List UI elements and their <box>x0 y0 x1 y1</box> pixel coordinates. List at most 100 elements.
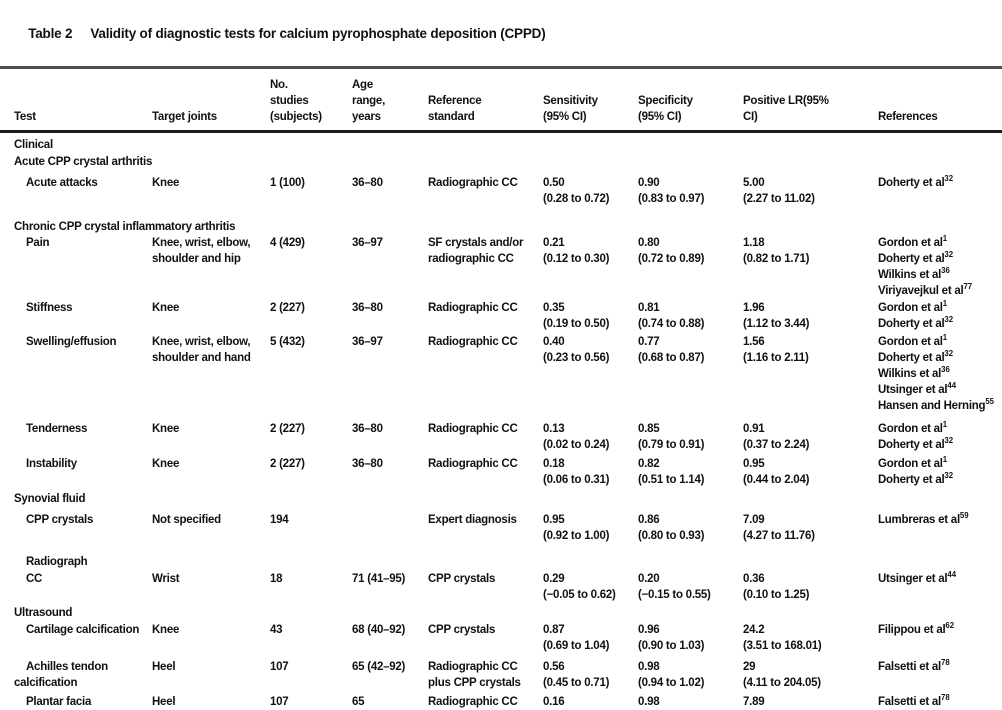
cell-target_joints: Knee <box>152 624 180 636</box>
cell-target_joints: Knee <box>152 423 180 435</box>
section-row: Chronic CPP crystal inflammatory arthrit… <box>14 219 992 235</box>
cell-test: Instability <box>26 458 77 470</box>
cell-test: Stiffness <box>26 302 73 314</box>
cell-no_studies: 5 (432) <box>270 336 305 348</box>
table-row: Plantar facia calcification Heel 107 65 (42… <box>14 694 992 710</box>
cell-age_range: 36–97 <box>352 237 383 249</box>
reference-item: Doherty et al32 <box>878 349 954 364</box>
cell-no_studies: 194 <box>270 514 289 526</box>
cell-positive_lr: 5.00 (2.27 to 11.02) <box>743 177 815 205</box>
reference-superscript: 62 <box>945 621 955 631</box>
reference-item: Filippou et al62 <box>878 621 955 636</box>
cell-target_joints: Knee, wrist, elbow, shoulder and hip <box>152 237 251 265</box>
cell-reference_standard: Radiographic CC <box>428 336 518 348</box>
table-row: Instability Knee 2 (227) 36–80 Radiographic … <box>14 456 992 488</box>
reference-superscript: 44 <box>947 381 957 391</box>
reference-item: Doherty et al32 <box>878 174 954 189</box>
cell-sensitivity: 0.35 (0.19 to 0.50) <box>543 302 610 330</box>
table-header-row: Test Target joints No. studies (subjects) A… <box>14 69 992 130</box>
cell-references: Falsetti et al78 <box>878 694 992 710</box>
table-row: Swelling/effusion Knee, wrist, elbow, sho… <box>14 334 994 414</box>
table-caption: Validity of diagnostic tests for calcium… <box>90 26 546 41</box>
cell-reference_standard: Radiographic CC plus CPP crystals <box>428 661 521 689</box>
table-row: Stiffness Knee 2 (227) 36–80 Radiographic CC… <box>14 300 992 332</box>
reference-item: Doherty et al32 <box>878 436 954 451</box>
reference-item: Hansen and Herning55 <box>878 397 995 412</box>
cell-specificity: 0.81 (0.74 to 0.88) <box>638 302 705 330</box>
cell-age_range: 36–80 <box>352 423 383 435</box>
cell-references: Gordon et al1 Doherty et al32 <box>878 456 992 488</box>
reference-superscript: 78 <box>940 658 950 668</box>
section-label: Ultrasound <box>14 607 73 619</box>
column-header-test: Test <box>14 111 36 123</box>
reference-item: Doherty et al32 <box>878 471 954 486</box>
cell-positive_lr: 1.18 (0.82 to 1.71) <box>743 237 810 265</box>
reference-superscript: 1 <box>942 299 948 309</box>
cell-specificity: 0.96 (0.90 to 1.03) <box>638 624 705 652</box>
reference-item: Gordon et al1 <box>878 299 948 314</box>
column-header-reference_standard: Reference standard <box>428 95 482 123</box>
cell-positive_lr: 1.56 (1.16 to 2.11) <box>743 336 809 364</box>
cell-references: Gordon et al1 Doherty et al32 <box>878 300 992 332</box>
cell-target_joints: Wrist <box>152 573 180 585</box>
reference-superscript: 55 <box>985 397 995 407</box>
reference-item: Wilkins et al36 <box>878 365 950 380</box>
section-row: Synovial fluid <box>14 491 992 507</box>
cell-reference_standard: CPP crystals <box>428 573 496 585</box>
table-body: Clinical Acute CPP crystal arthritis Acute… <box>14 137 994 710</box>
reference-superscript: 1 <box>942 234 948 244</box>
cell-references: Gordon et al1 Doherty et al32 Wilkins et a… <box>878 334 994 414</box>
table-row: Achilles tendon calcification Heel 107 65 (… <box>14 659 992 691</box>
column-header-positive_lr: Positive LR(95% CI) <box>743 95 829 123</box>
table-row: Pain Knee, wrist, elbow, shoulder and hip… <box>14 235 992 299</box>
table-row: Tenderness Knee 2 (227) 36–80 Radiographic C… <box>14 421 992 453</box>
cell-reference_standard: Radiographic CC <box>428 423 518 435</box>
reference-superscript: 32 <box>944 471 954 481</box>
cell-target_joints: Knee <box>152 458 180 470</box>
cell-test: CPP crystals <box>26 514 94 526</box>
cell-age_range: 68 (40–92) <box>352 624 406 636</box>
cell-positive_lr: 1.96 (1.12 to 3.44) <box>743 302 810 330</box>
cell-positive_lr: 0.36 (0.10 to 1.25) <box>743 573 810 601</box>
reference-superscript: 77 <box>963 282 973 292</box>
cell-sensitivity: 0.40 (0.23 to 0.56) <box>543 336 610 364</box>
cell-no_studies: 1 (100) <box>270 177 305 189</box>
cell-test: Acute attacks <box>26 177 98 189</box>
table-row: CPP crystals Not specified 194 Expert diagn… <box>14 512 992 544</box>
cell-sensitivity: 0.29 (−0.05 to 0.62) <box>543 573 616 601</box>
cell-sensitivity: 0.50 (0.28 to 0.72) <box>543 177 610 205</box>
cell-test: Plantar facia calcification <box>26 696 92 708</box>
cell-sensitivity: 0.56 (0.45 to 0.71) <box>543 661 610 689</box>
cell-no_studies: 2 (227) <box>270 458 305 470</box>
reference-item: Doherty et al32 <box>878 250 954 265</box>
header-divider <box>0 130 1002 133</box>
cell-test: Swelling/effusion <box>26 336 117 348</box>
cell-reference_standard: SF crystals and/or radiographic CC <box>428 237 524 265</box>
reference-superscript: 32 <box>944 250 954 260</box>
cell-reference_standard: Radiographic CC <box>428 302 518 314</box>
cell-specificity: 0.98 (0.94 to 1.02) <box>638 661 705 689</box>
reference-item: Doherty et al32 <box>878 315 954 330</box>
cell-target_joints: Knee, wrist, elbow, shoulder and hand <box>152 336 251 364</box>
cell-reference_standard: Radiographic CC <box>428 177 518 189</box>
column-header-sensitivity: Sensitivity (95% CI) <box>543 95 598 123</box>
section-label: Acute CPP crystal arthritis <box>14 156 153 168</box>
column-header-target_joints: Target joints <box>152 111 217 123</box>
cell-specificity: 0.98 (0.94 to 1.02) <box>638 696 660 708</box>
cell-test: Cartilage calcification <box>26 624 140 636</box>
cell-references: Utsinger et al44 <box>878 571 992 587</box>
cell-no_studies: 2 (227) <box>270 302 305 314</box>
cell-test: Pain <box>26 237 50 249</box>
cell-sensitivity: 0.13 (0.02 to 0.24) <box>543 423 610 451</box>
reference-item: Wilkins et al36 <box>878 266 950 281</box>
cell-sensitivity: 0.16 (0.06 to 0.25) <box>543 696 565 708</box>
section-label: Synovial fluid <box>14 493 86 505</box>
cell-target_joints: Heel <box>152 696 176 708</box>
reference-superscript: 32 <box>944 315 954 325</box>
cell-sensitivity: 0.21 (0.12 to 0.30) <box>543 237 610 265</box>
cell-sensitivity: 0.18 (0.06 to 0.31) <box>543 458 610 486</box>
cell-age_range: 36–80 <box>352 458 383 470</box>
cell-specificity: 0.86 (0.80 to 0.93) <box>638 514 705 542</box>
reference-superscript: 36 <box>941 266 950 276</box>
cell-target_joints: Heel <box>152 661 176 673</box>
